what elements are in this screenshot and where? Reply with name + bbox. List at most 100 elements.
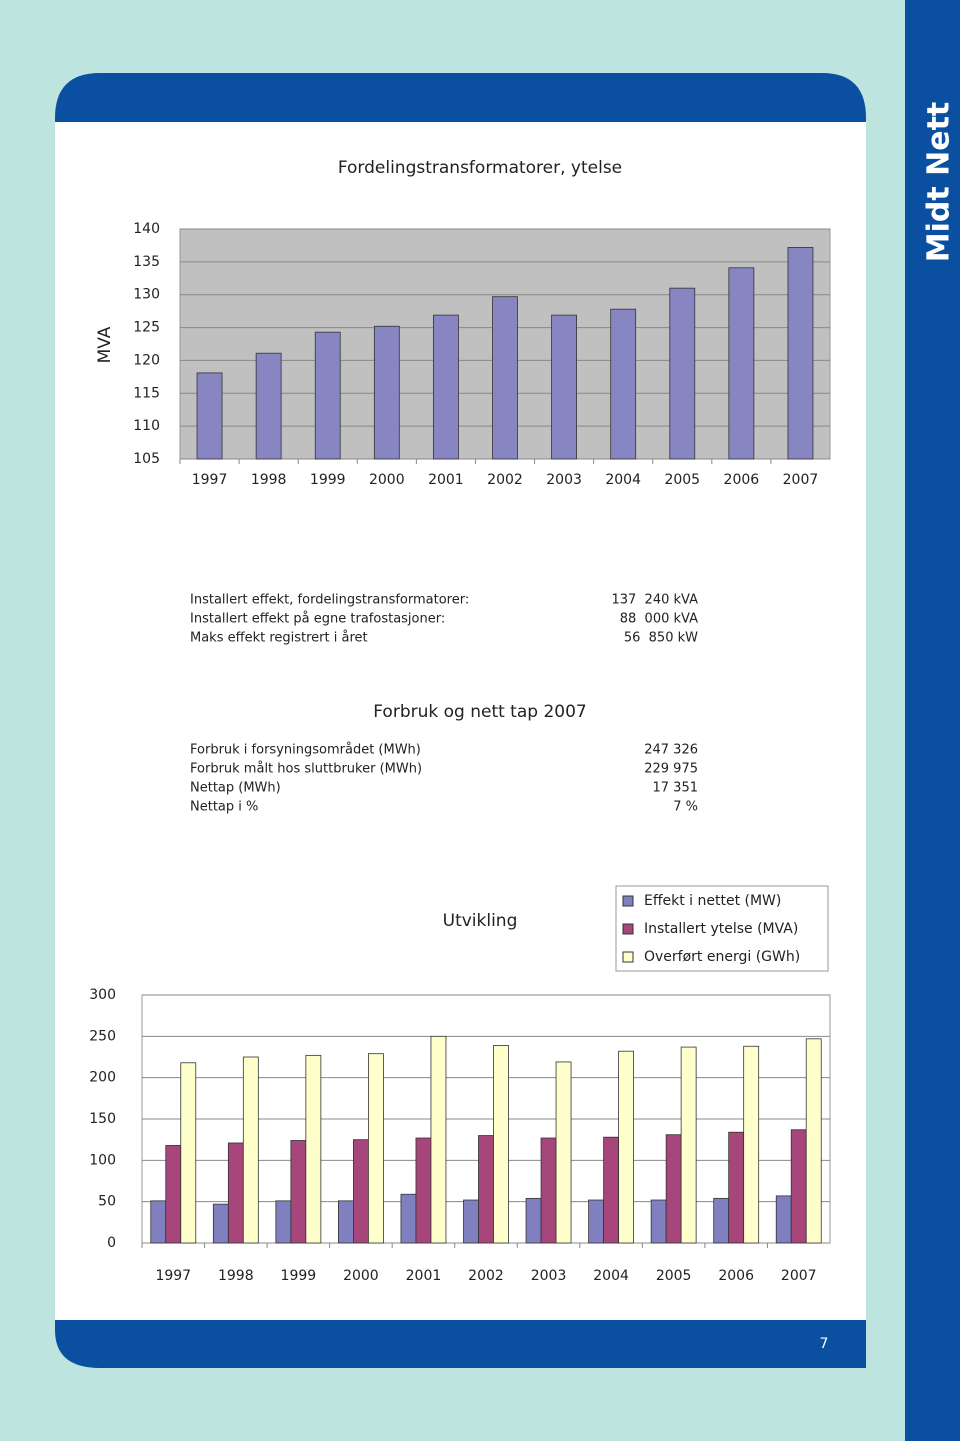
- x-tick-label: 2000: [343, 1268, 379, 1284]
- x-tick-label: 1999: [310, 472, 346, 488]
- bar: [618, 1050, 634, 1244]
- x-tick-label: 2003: [546, 472, 582, 488]
- y-tick-label: 135: [133, 254, 160, 270]
- x-tick-label: 2003: [531, 1268, 567, 1284]
- y-tick-label: 115: [133, 385, 160, 401]
- x-tick-label: 2002: [468, 1268, 504, 1284]
- x-tick-label: 1998: [218, 1268, 254, 1284]
- bar: [314, 331, 341, 460]
- bar: [551, 314, 577, 460]
- bar: [255, 352, 282, 460]
- y-tick-label: 130: [133, 287, 160, 303]
- x-tick-label: 2004: [605, 472, 641, 488]
- bar: [728, 267, 755, 460]
- table-value: 88 000 kVA: [620, 612, 698, 627]
- y-tick-label: 125: [133, 320, 160, 336]
- bar: [165, 1145, 182, 1244]
- bar: [540, 1137, 557, 1244]
- x-tick-label: 1997: [192, 472, 228, 488]
- bar: [525, 1197, 542, 1244]
- bar: [400, 1193, 417, 1244]
- x-tick-label: 2005: [656, 1268, 692, 1284]
- legend-label: Effekt i nettet (MW): [644, 893, 781, 909]
- x-tick-label: 2002: [487, 472, 523, 488]
- bar: [713, 1197, 730, 1244]
- y-tick-label: 105: [133, 451, 160, 467]
- y-tick-label: 50: [98, 1194, 116, 1210]
- bar: [275, 1200, 292, 1244]
- bar: [493, 1045, 509, 1244]
- y-tick-label: 140: [133, 221, 160, 237]
- table-value: 17 351: [653, 781, 699, 796]
- x-tick-label: 2007: [781, 1268, 817, 1284]
- bar: [227, 1142, 244, 1244]
- table-value: 56 850 kW: [624, 631, 698, 646]
- y-tick-label: 100: [89, 1152, 116, 1168]
- table-label: Forbruk i forsyningsområdet (MWh): [190, 743, 421, 758]
- bar: [669, 287, 696, 460]
- x-tick-label: 2006: [718, 1268, 754, 1284]
- section-title: Forbruk og nett tap 2007: [373, 702, 586, 722]
- bar: [433, 314, 459, 460]
- bar: [415, 1137, 432, 1244]
- table-label: Installert effekt på egne trafostasjoner…: [190, 612, 445, 627]
- legend-box: [615, 885, 829, 972]
- bar: [680, 1046, 697, 1244]
- bar: [463, 1199, 479, 1244]
- x-tick-label: 2001: [428, 472, 464, 488]
- side-strip: [905, 0, 960, 1441]
- bar: [353, 1139, 369, 1244]
- bar: [665, 1134, 682, 1244]
- bar: [305, 1054, 322, 1244]
- table-value: 7 %: [673, 800, 698, 815]
- page-number: 7: [820, 1336, 829, 1352]
- x-tick-label: 2005: [664, 472, 700, 488]
- bar: [430, 1035, 447, 1244]
- table-label: Forbruk målt hos sluttbruker (MWh): [190, 762, 422, 777]
- legend-swatch: [622, 951, 634, 963]
- bar: [242, 1056, 259, 1244]
- chart-title: Utvikling: [443, 911, 518, 931]
- brand: Midt Nett: [922, 102, 957, 263]
- bar: [743, 1045, 760, 1244]
- table-value: 229 975: [644, 762, 698, 777]
- legend-label: Overført energi (GWh): [644, 949, 800, 965]
- x-tick-label: 1998: [251, 472, 287, 488]
- x-tick-label: 2006: [724, 472, 760, 488]
- bar: [196, 372, 223, 460]
- x-tick-label: 1997: [155, 1268, 191, 1284]
- y-tick-label: 110: [133, 418, 160, 434]
- bar: [368, 1053, 384, 1244]
- y-tick-label: 0: [107, 1235, 116, 1251]
- bar: [790, 1129, 807, 1244]
- top-band: [55, 73, 866, 122]
- bar: [492, 296, 518, 460]
- bar: [555, 1061, 572, 1244]
- bar: [728, 1131, 745, 1244]
- bottom-band: [55, 1320, 866, 1368]
- x-tick-label: 2007: [783, 472, 819, 488]
- x-tick-label: 2004: [593, 1268, 629, 1284]
- y-tick-label: 300: [89, 987, 116, 1003]
- y-tick-label: 120: [133, 352, 160, 368]
- y-tick-label: 150: [89, 1111, 116, 1127]
- legend-label: Installert ytelse (MVA): [644, 921, 798, 937]
- x-tick-label: 2000: [369, 472, 405, 488]
- y-tick-label: 250: [89, 1028, 116, 1044]
- bar: [290, 1140, 307, 1244]
- bar: [610, 308, 637, 460]
- table-label: Nettap (MWh): [190, 781, 281, 796]
- table-label: Installert effekt, fordelingstransformat…: [190, 593, 469, 608]
- chart-title: Fordelingstransformatorer, ytelse: [338, 158, 622, 178]
- legend-swatch: [622, 895, 634, 907]
- legend-swatch: [622, 923, 634, 935]
- bar: [478, 1135, 494, 1244]
- bar: [775, 1195, 792, 1244]
- x-tick-label: 1999: [281, 1268, 317, 1284]
- bar: [338, 1200, 354, 1244]
- bar: [603, 1136, 619, 1244]
- x-tick-label: 2001: [406, 1268, 442, 1284]
- table-label: Maks effekt registrert i året: [190, 631, 368, 646]
